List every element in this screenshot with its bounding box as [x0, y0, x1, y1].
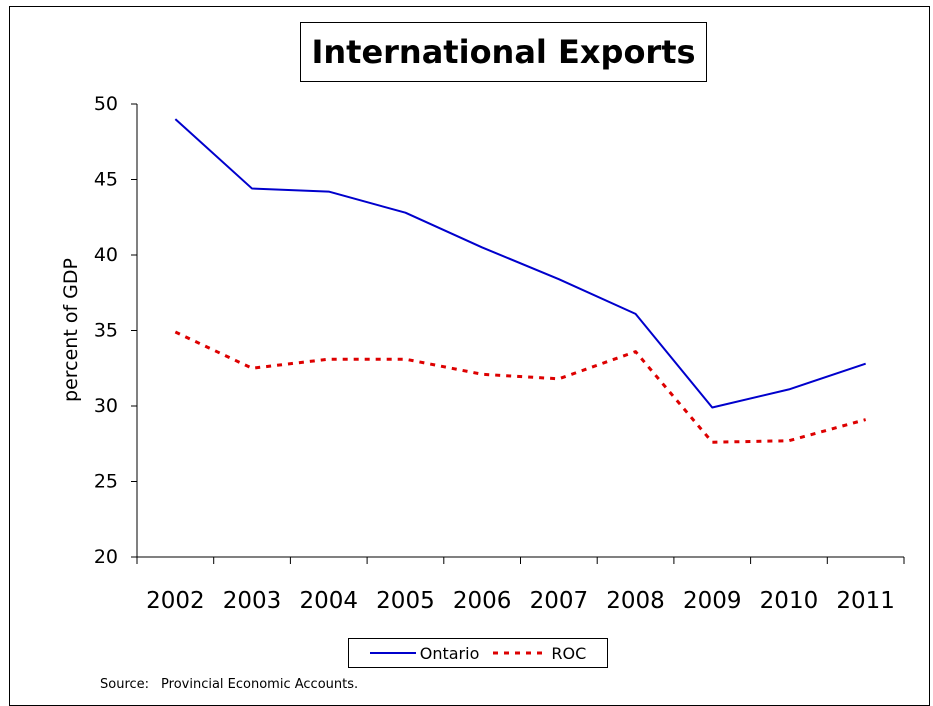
x-tick-label: 2006	[453, 588, 512, 614]
x-tick-label: 2008	[606, 588, 665, 614]
legend-item-ontario: Ontario	[370, 644, 480, 663]
y-tick-label: 20	[94, 546, 118, 568]
y-axis-label: percent of GDP	[60, 258, 82, 402]
y-tick-label: 30	[94, 395, 118, 417]
x-ticks: 2002 2003 2004 2005 2006 2007 2008 2009 2010 2011	[137, 557, 904, 614]
x-tick-label: 2002	[146, 588, 205, 614]
legend-swatch-ontario	[370, 648, 416, 658]
series-line-roc	[175, 332, 865, 442]
x-tick-label: 2003	[223, 588, 282, 614]
x-tick-label: 2007	[530, 588, 589, 614]
legend: Ontario ROC	[348, 638, 608, 668]
x-tick-label: 2004	[299, 588, 358, 614]
y-tick-label: 35	[94, 320, 118, 342]
x-tick-label: 2010	[760, 588, 819, 614]
x-tick-label: 2005	[376, 588, 435, 614]
legend-label-roc: ROC	[551, 644, 586, 663]
source-text: Provincial Economic Accounts.	[161, 677, 358, 692]
x-tick-label: 2009	[683, 588, 742, 614]
source-label: Source:	[100, 677, 149, 692]
chart-title-text: International Exports	[311, 33, 695, 71]
y-tick-label: 50	[94, 93, 118, 115]
source-note: Source: Provincial Economic Accounts.	[100, 677, 358, 692]
series-lines	[175, 119, 866, 442]
x-tick-label: 2011	[836, 588, 895, 614]
legend-item-roc: ROC	[491, 644, 586, 663]
chart-title: International Exports	[300, 22, 707, 82]
legend-label-ontario: Ontario	[420, 644, 480, 663]
y-tick-label: 45	[94, 169, 118, 191]
legend-swatch-roc	[491, 648, 547, 658]
y-tick-label: 40	[94, 244, 118, 266]
axes	[137, 104, 904, 557]
y-ticks: 20 25 30 35 40 45 50	[94, 93, 137, 568]
y-tick-label: 25	[94, 471, 118, 493]
